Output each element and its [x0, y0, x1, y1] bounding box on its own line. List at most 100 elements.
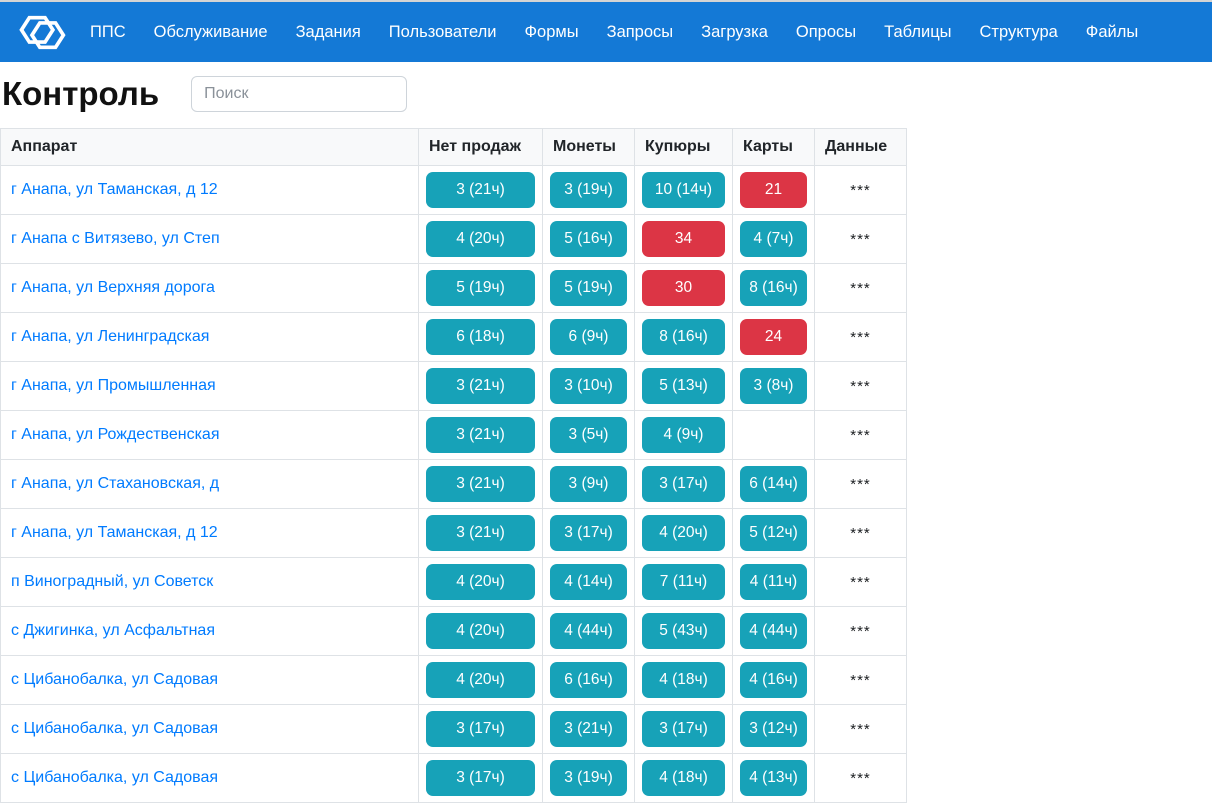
data-masked-value: ***: [814, 165, 907, 215]
machine-link[interactable]: г Анапа, ул Ленинградская: [11, 328, 210, 345]
no-sales-cell: 3 (17ч): [418, 704, 543, 754]
coins-cell: 4 (14ч): [542, 557, 635, 607]
no-sales-cell: 3 (21ч): [418, 508, 543, 558]
coins-badge[interactable]: 3 (5ч): [550, 417, 627, 453]
table-body: г Анапа, ул Таманская, д 12 3 (21ч) 3 (19ч…: [0, 165, 907, 803]
coins-cell: 3 (17ч): [542, 508, 635, 558]
no-sales-cell: 3 (21ч): [418, 361, 543, 411]
cards-badge[interactable]: 21: [740, 172, 807, 208]
coins-badge[interactable]: 4 (44ч): [550, 613, 627, 649]
cards-badge[interactable]: 3 (12ч): [740, 711, 807, 747]
bills-badge[interactable]: 7 (11ч): [642, 564, 725, 600]
no-sales-badge[interactable]: 3 (21ч): [426, 368, 535, 404]
cards-badge[interactable]: 8 (16ч): [740, 270, 807, 306]
machine-link[interactable]: с Цибанобалка, ул Садовая: [11, 720, 218, 737]
bills-badge[interactable]: 5 (43ч): [642, 613, 725, 649]
cards-badge[interactable]: 5 (12ч): [740, 515, 807, 551]
coins-badge[interactable]: 6 (9ч): [550, 319, 627, 355]
nav-item-surveys[interactable]: Опросы: [795, 23, 857, 41]
coins-badge[interactable]: 3 (9ч): [550, 466, 627, 502]
coins-badge[interactable]: 3 (19ч): [550, 760, 627, 796]
coins-badge[interactable]: 3 (19ч): [550, 172, 627, 208]
no-sales-badge[interactable]: 4 (20ч): [426, 662, 535, 698]
no-sales-badge[interactable]: 3 (21ч): [426, 417, 535, 453]
search-input[interactable]: [191, 76, 408, 112]
brand-logo[interactable]: [18, 14, 66, 51]
no-sales-badge[interactable]: 5 (19ч): [426, 270, 535, 306]
no-sales-badge[interactable]: 3 (17ч): [426, 760, 535, 796]
bills-badge[interactable]: 3 (17ч): [642, 466, 725, 502]
no-sales-badge[interactable]: 3 (21ч): [426, 172, 535, 208]
no-sales-cell: 4 (20ч): [418, 606, 543, 656]
cards-badge[interactable]: 24: [740, 319, 807, 355]
coins-badge[interactable]: 6 (16ч): [550, 662, 627, 698]
nav-item-requests[interactable]: Запросы: [606, 23, 674, 41]
no-sales-badge[interactable]: 4 (20ч): [426, 564, 535, 600]
coins-badge[interactable]: 5 (19ч): [550, 270, 627, 306]
machine-link[interactable]: г Анапа, ул Промышленная: [11, 377, 216, 394]
bills-badge[interactable]: 34: [642, 221, 725, 257]
table-row: г Анапа, ул Таманская, д 12 3 (21ч) 3 (17ч…: [0, 508, 907, 558]
cards-cell: 3 (12ч): [732, 704, 815, 754]
coins-badge[interactable]: 4 (14ч): [550, 564, 627, 600]
no-sales-badge[interactable]: 3 (21ч): [426, 466, 535, 502]
cards-badge[interactable]: 4 (11ч): [740, 564, 807, 600]
no-sales-badge[interactable]: 4 (20ч): [426, 221, 535, 257]
table-row: п Виноградный, ул Советск 4 (20ч) 4 (14ч) 7…: [0, 557, 907, 607]
nav-item-users[interactable]: Пользователи: [388, 23, 497, 41]
no-sales-badge[interactable]: 3 (21ч): [426, 515, 535, 551]
nav-item-tables[interactable]: Таблицы: [884, 23, 952, 41]
cards-cell: 4 (11ч): [732, 557, 815, 607]
machine-link[interactable]: г Анапа, ул Таманская, д 12: [11, 524, 218, 541]
nav-item-pps[interactable]: ППС: [90, 23, 126, 41]
cards-badge[interactable]: 4 (13ч): [740, 760, 807, 796]
nav-item-tasks[interactable]: Задания: [295, 23, 361, 41]
table-row: г Анапа, ул Верхняя дорога 5 (19ч) 5 (19ч)…: [0, 263, 907, 313]
cards-badge[interactable]: 4 (7ч): [740, 221, 807, 257]
coins-badge[interactable]: 5 (16ч): [550, 221, 627, 257]
machine-link[interactable]: г Анапа, ул Таманская, д 12: [11, 181, 218, 198]
machine-link[interactable]: г Анапа, ул Стахановская, д: [11, 475, 220, 492]
coins-badge[interactable]: 3 (21ч): [550, 711, 627, 747]
machine-link[interactable]: г Анапа с Витязево, ул Степ: [11, 230, 220, 247]
machine-link[interactable]: с Джигинка, ул Асфальтная: [11, 622, 215, 639]
no-sales-badge[interactable]: 6 (18ч): [426, 319, 535, 355]
bills-badge[interactable]: 30: [642, 270, 725, 306]
machine-link[interactable]: с Цибанобалка, ул Садовая: [11, 769, 218, 786]
machine-link[interactable]: г Анапа, ул Верхняя дорога: [11, 279, 215, 296]
cards-badge[interactable]: 4 (16ч): [740, 662, 807, 698]
bills-cell: 30: [634, 263, 733, 313]
nav-item-forms[interactable]: Формы: [524, 23, 579, 41]
machine-cell: с Джигинка, ул Асфальтная: [0, 606, 419, 656]
cards-cell: 6 (14ч): [732, 459, 815, 509]
bills-cell: 4 (18ч): [634, 753, 733, 803]
bills-cell: 10 (14ч): [634, 165, 733, 215]
bills-badge[interactable]: 4 (20ч): [642, 515, 725, 551]
interlocked-hexagons-icon: [18, 14, 66, 51]
bills-badge[interactable]: 3 (17ч): [642, 711, 725, 747]
machine-link[interactable]: с Цибанобалка, ул Садовая: [11, 671, 218, 688]
data-masked-value: ***: [814, 312, 907, 362]
cards-badge[interactable]: 4 (44ч): [740, 613, 807, 649]
no-sales-badge[interactable]: 3 (17ч): [426, 711, 535, 747]
bills-badge[interactable]: 4 (18ч): [642, 662, 725, 698]
coins-cell: 4 (44ч): [542, 606, 635, 656]
nav-item-files[interactable]: Файлы: [1085, 23, 1139, 41]
nav-item-upload[interactable]: Загрузка: [701, 23, 768, 41]
machine-link[interactable]: п Виноградный, ул Советск: [11, 573, 214, 590]
nav-item-service[interactable]: Обслуживание: [153, 23, 268, 41]
bills-badge[interactable]: 4 (18ч): [642, 760, 725, 796]
coins-badge[interactable]: 3 (10ч): [550, 368, 627, 404]
cards-badge[interactable]: 3 (8ч): [740, 368, 807, 404]
nav-item-structure[interactable]: Структура: [979, 23, 1058, 41]
coins-badge[interactable]: 3 (17ч): [550, 515, 627, 551]
cards-cell: [732, 410, 815, 460]
cards-badge[interactable]: 6 (14ч): [740, 466, 807, 502]
machine-link[interactable]: г Анапа, ул Рождественская: [11, 426, 220, 443]
bills-badge[interactable]: 5 (13ч): [642, 368, 725, 404]
bills-badge[interactable]: 4 (9ч): [642, 417, 725, 453]
column-header-data: Данные: [814, 128, 907, 166]
bills-badge[interactable]: 8 (16ч): [642, 319, 725, 355]
bills-badge[interactable]: 10 (14ч): [642, 172, 725, 208]
no-sales-badge[interactable]: 4 (20ч): [426, 613, 535, 649]
